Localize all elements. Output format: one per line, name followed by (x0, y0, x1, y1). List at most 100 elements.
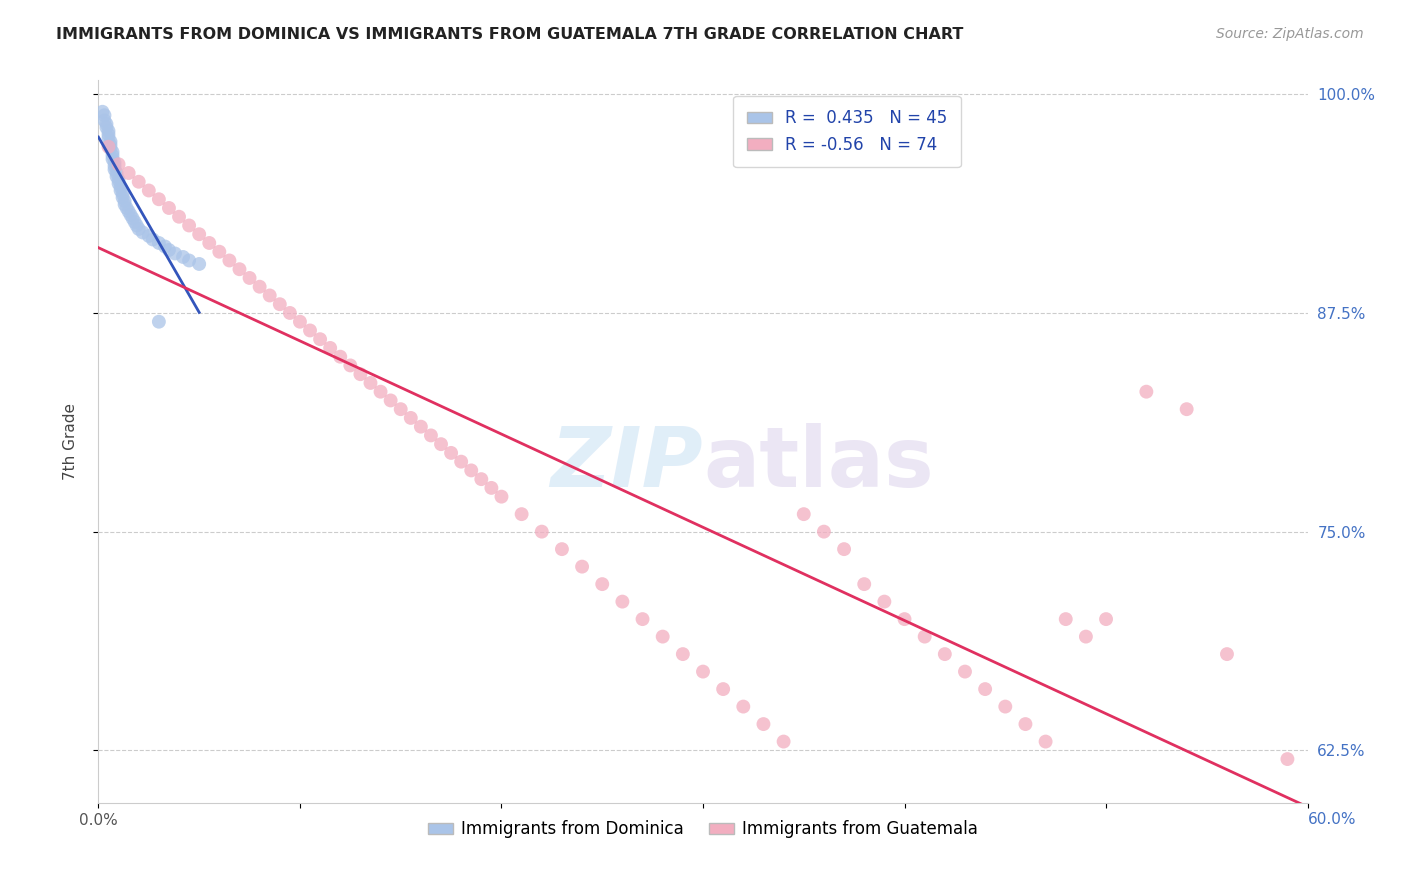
Point (832, 542, 855, 557)
Point (208, 244, 231, 259)
Point (148, 235, 170, 250)
Point (339, 359, 361, 373)
Point (1216, 647, 1239, 661)
Point (107, 157, 129, 171)
Point (121, 211, 143, 226)
Point (163, 246, 186, 260)
Point (179, 219, 201, 233)
Point (319, 341, 342, 355)
Point (692, 665, 714, 679)
Point (179, 253, 201, 268)
Point (239, 271, 262, 285)
Point (269, 297, 291, 311)
Point (148, 315, 170, 329)
Point (450, 455, 472, 469)
Point (100, 138, 122, 153)
Point (491, 490, 513, 504)
Point (813, 524, 835, 539)
Point (101, 148, 124, 162)
Point (138, 184, 160, 198)
Point (218, 253, 240, 268)
Point (107, 177, 129, 191)
Point (157, 201, 180, 215)
Point (138, 229, 160, 244)
Point (132, 226, 155, 240)
Point (172, 250, 194, 264)
Point (107, 173, 129, 187)
Point (110, 184, 132, 198)
Point (111, 190, 134, 204)
Point (470, 472, 492, 486)
Text: 60.0%: 60.0% (1309, 812, 1357, 827)
Point (430, 437, 453, 451)
Point (733, 699, 755, 714)
Point (612, 594, 634, 608)
Point (672, 647, 695, 661)
Point (772, 734, 794, 748)
Point (249, 279, 271, 293)
Point (118, 166, 141, 180)
Point (1135, 384, 1157, 399)
Point (1277, 752, 1299, 766)
Point (974, 682, 997, 697)
Point (420, 428, 443, 442)
Point (128, 175, 150, 189)
Point (571, 559, 593, 574)
Point (873, 594, 896, 608)
Text: atlas: atlas (703, 423, 934, 504)
Text: Source: ZipAtlas.com: Source: ZipAtlas.com (1216, 27, 1364, 41)
Point (118, 204, 141, 219)
Point (1054, 612, 1077, 626)
Point (288, 315, 311, 329)
Point (111, 186, 134, 201)
Point (93, 108, 115, 122)
Point (153, 239, 176, 253)
Point (97, 124, 120, 138)
Point (97, 128, 120, 142)
Point (259, 288, 281, 302)
Point (1095, 612, 1118, 626)
Point (460, 463, 482, 477)
Point (100, 141, 122, 155)
Point (1074, 630, 1097, 644)
Point (360, 376, 382, 390)
Point (128, 222, 150, 236)
Point (114, 194, 136, 208)
Point (167, 210, 190, 224)
Point (188, 257, 211, 271)
Point (752, 717, 775, 731)
Point (115, 201, 138, 215)
Point (309, 332, 332, 346)
Point (125, 219, 148, 233)
Point (148, 192, 170, 206)
Point (399, 411, 422, 425)
Point (228, 262, 250, 277)
Point (142, 232, 165, 246)
Text: ZIP: ZIP (550, 423, 703, 504)
Point (440, 446, 463, 460)
Point (530, 524, 553, 539)
Point (793, 507, 815, 521)
Point (97, 131, 120, 145)
Point (101, 145, 124, 159)
Legend: Immigrants from Dominica, Immigrants from Guatemala: Immigrants from Dominica, Immigrants fro… (422, 814, 984, 845)
Point (481, 481, 503, 495)
Point (370, 384, 392, 399)
Point (120, 208, 142, 222)
Point (105, 169, 128, 184)
Point (103, 155, 125, 169)
Point (91, 104, 114, 119)
Point (853, 577, 876, 591)
Point (188, 227, 211, 242)
Point (329, 350, 352, 364)
Point (409, 419, 432, 434)
Point (380, 393, 402, 408)
Point (510, 507, 533, 521)
Point (994, 699, 1017, 714)
Point (953, 665, 976, 679)
Point (1175, 402, 1198, 417)
Y-axis label: 7th Grade: 7th Grade (63, 403, 77, 480)
Point (198, 235, 221, 250)
Point (893, 612, 915, 626)
Point (1035, 734, 1057, 748)
